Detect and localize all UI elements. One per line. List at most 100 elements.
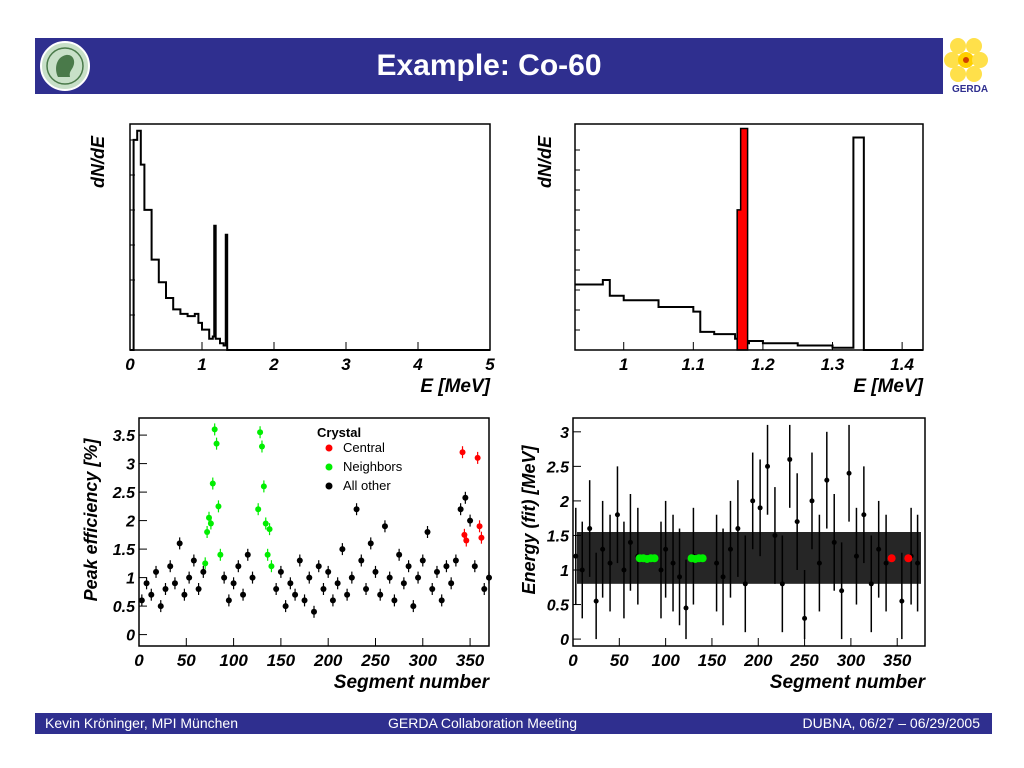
y-tick-label: 2 xyxy=(559,494,569,511)
data-point xyxy=(765,463,771,469)
data-point xyxy=(148,591,155,598)
x-tick-label: 50 xyxy=(177,651,196,670)
x-axis-label: E [MeV] xyxy=(853,376,923,397)
data-point xyxy=(794,519,800,525)
photopeak-1173-filled xyxy=(736,127,749,351)
title-bar: Example: Co-60 xyxy=(35,38,943,94)
data-point xyxy=(315,563,322,570)
data-point xyxy=(266,526,273,533)
data-point xyxy=(138,597,145,604)
x-tick-label: 1.4 xyxy=(890,355,914,374)
data-point xyxy=(348,574,355,581)
data-point xyxy=(809,498,815,504)
data-point xyxy=(244,551,251,558)
data-point xyxy=(579,567,585,573)
y-tick-label: 2.5 xyxy=(112,485,136,502)
data-point xyxy=(225,597,232,604)
y-axis-label: dN/dE xyxy=(535,135,555,188)
x-axis-label: E [MeV] xyxy=(420,376,490,397)
data-point xyxy=(742,581,748,587)
data-point xyxy=(221,574,228,581)
x-tick-label: 300 xyxy=(409,651,438,670)
data-point xyxy=(478,534,485,541)
y-tick-label: 0 xyxy=(126,628,135,645)
plot-frame xyxy=(572,417,926,647)
data-point xyxy=(683,605,689,611)
data-point xyxy=(262,520,269,527)
x-tick-label: 250 xyxy=(789,651,819,670)
x-tick-label: 200 xyxy=(743,651,773,670)
data-point xyxy=(215,503,222,510)
data-point xyxy=(593,598,599,604)
data-point xyxy=(200,568,207,575)
data-point xyxy=(658,567,664,573)
data-point xyxy=(240,591,247,598)
data-point xyxy=(344,591,351,598)
x-tick-label: 150 xyxy=(698,651,727,670)
data-point xyxy=(325,568,332,575)
data-point xyxy=(474,454,481,461)
data-point xyxy=(627,539,633,545)
y-axis-label: dN/dE xyxy=(88,135,108,188)
data-point xyxy=(410,603,417,610)
plot-frame xyxy=(129,123,491,351)
data-point xyxy=(824,477,830,483)
data-point xyxy=(202,560,209,567)
data-point xyxy=(396,551,403,558)
legend-marker xyxy=(325,463,333,471)
data-point xyxy=(190,557,197,564)
data-point xyxy=(391,597,398,604)
data-point xyxy=(153,568,160,575)
data-point xyxy=(209,480,216,487)
data-point xyxy=(306,574,313,581)
y-tick-label: 1 xyxy=(560,563,569,580)
data-point xyxy=(846,470,852,476)
data-point xyxy=(443,563,450,570)
x-tick-label: 200 xyxy=(313,651,343,670)
data-point xyxy=(915,560,921,566)
x-tick-label: 100 xyxy=(651,651,680,670)
data-point xyxy=(235,563,242,570)
y-tick-label: 3.5 xyxy=(113,428,136,445)
footer-author: Kevin Kröninger, MPI München xyxy=(45,715,238,731)
data-point xyxy=(273,586,280,592)
y-tick-label: 2 xyxy=(125,514,135,531)
data-point xyxy=(260,483,267,490)
data-point xyxy=(400,580,407,587)
x-tick-label: 1.2 xyxy=(751,355,775,374)
data-point xyxy=(481,586,488,592)
x-tick-label: 0 xyxy=(134,651,144,670)
data-point xyxy=(217,551,224,558)
data-point xyxy=(363,586,370,592)
data-point xyxy=(339,546,346,553)
data-point xyxy=(429,586,436,592)
data-point xyxy=(419,557,426,564)
footer-bar: Kevin Kröninger, MPI München GERDA Colla… xyxy=(35,713,992,734)
peak-efficiency-plot: 0 50 100 150 200 250 300 350 0 0.5 1 1.5 2 2.5 3 3.5 Seg… xyxy=(81,417,492,693)
data-point xyxy=(876,546,882,552)
data-point xyxy=(463,537,470,544)
x-tick-label: 250 xyxy=(360,651,390,670)
footer-location-date: DUBNA, 06/27 – 06/29/2005 xyxy=(802,715,980,731)
energy-fit-plot: 0 50 100 150 200 250 300 350 0 0.5 1 1.5 2 2.5 3 Segmen… xyxy=(519,417,927,693)
data-point xyxy=(887,554,896,563)
data-point xyxy=(448,580,455,587)
data-point xyxy=(816,560,822,566)
plot-frame xyxy=(138,417,490,647)
data-point xyxy=(831,539,837,545)
data-point xyxy=(614,512,620,518)
data-point xyxy=(320,586,327,592)
data-point xyxy=(438,597,445,604)
data-point xyxy=(301,597,308,604)
x-tick-label: 300 xyxy=(837,651,866,670)
x-tick-label: 1.3 xyxy=(821,355,845,374)
x-axis-label: Segment number xyxy=(770,672,927,693)
data-point xyxy=(358,557,365,564)
legend-marker xyxy=(325,444,333,452)
data-point xyxy=(698,554,707,563)
data-point xyxy=(249,574,256,581)
data-point xyxy=(353,506,360,513)
data-point xyxy=(311,608,317,615)
data-point xyxy=(607,560,613,566)
data-point xyxy=(277,568,284,575)
